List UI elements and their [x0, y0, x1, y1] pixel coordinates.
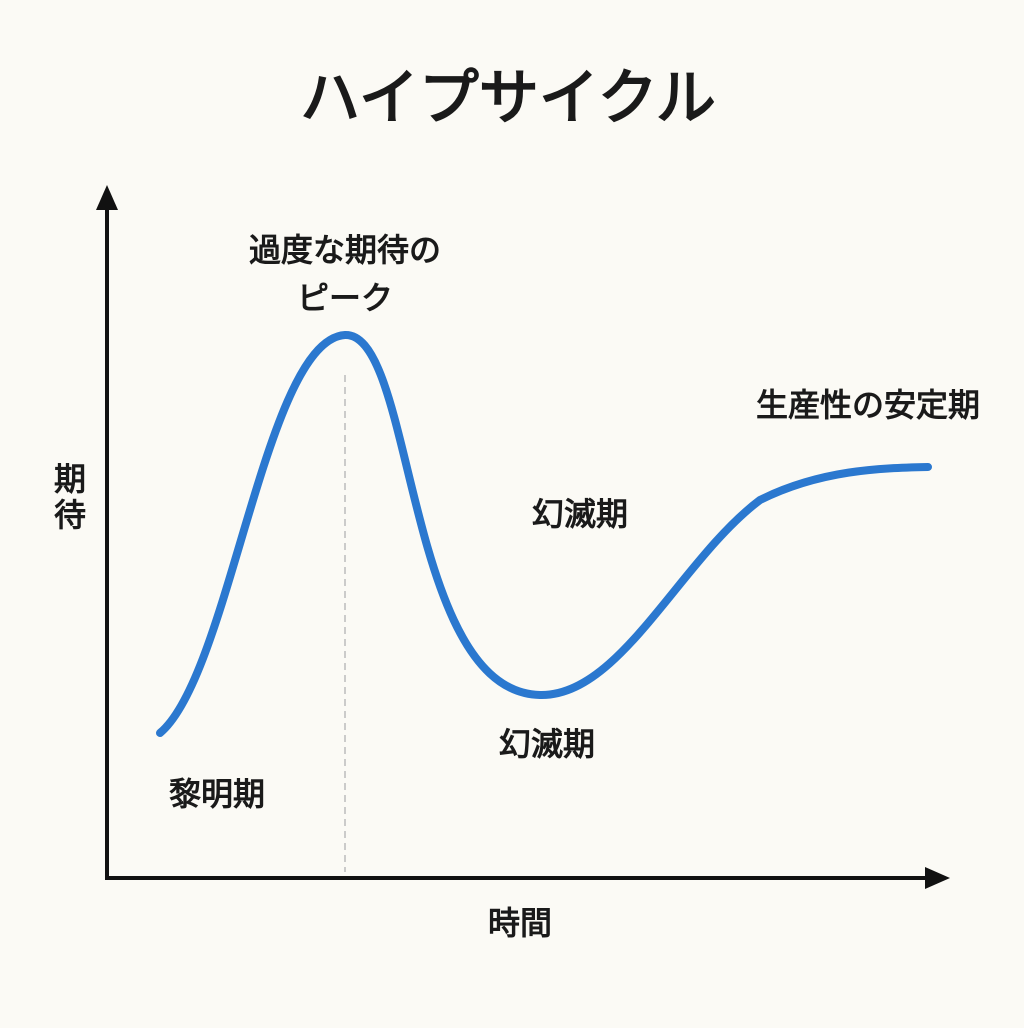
hype-curve: [156, 330, 932, 737]
plateau-label: 生産性の安定期: [756, 386, 980, 424]
x-axis-arrow: [925, 867, 950, 889]
disillusionment-label: 幻滅期: [499, 725, 595, 763]
disillusionment-label: 幻滅期: [532, 495, 628, 533]
peak-label: 過度な期待の: [249, 231, 441, 269]
peak-label: ピーク: [297, 279, 393, 317]
y-axis-arrow: [96, 185, 118, 210]
trigger-label: 黎明期: [169, 775, 265, 813]
title: ハイプサイクル: [300, 64, 716, 134]
y-axis-label: 期待: [49, 462, 87, 534]
x-axis-label: 時間: [488, 904, 552, 942]
